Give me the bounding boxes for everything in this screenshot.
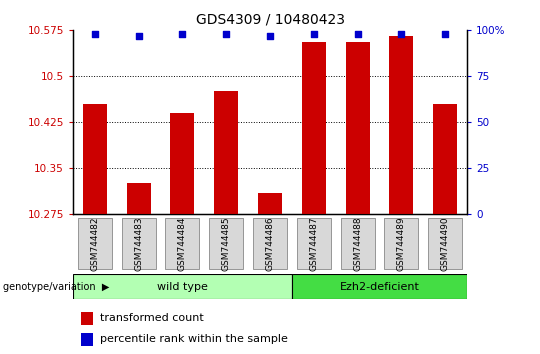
FancyBboxPatch shape [428, 218, 462, 269]
Bar [302, 42, 326, 214]
Text: GSM744483: GSM744483 [134, 216, 143, 271]
Text: genotype/variation  ▶: genotype/variation ▶ [3, 282, 109, 292]
Bar [346, 42, 370, 214]
Text: GSM744482: GSM744482 [90, 216, 99, 270]
Bar [170, 113, 194, 214]
Text: GSM744488: GSM744488 [353, 216, 362, 271]
Bar [433, 104, 457, 214]
Point [266, 33, 274, 39]
Text: wild type: wild type [157, 282, 208, 292]
Bar [389, 36, 414, 214]
Text: GSM744490: GSM744490 [441, 216, 450, 271]
Point [134, 33, 143, 39]
Text: percentile rank within the sample: percentile rank within the sample [100, 334, 288, 344]
Point [353, 31, 362, 36]
Point [441, 31, 449, 36]
Point [222, 31, 231, 36]
Bar [258, 193, 282, 214]
Text: GSM744487: GSM744487 [309, 216, 318, 271]
Point [178, 31, 187, 36]
FancyBboxPatch shape [165, 218, 199, 269]
Point [309, 31, 318, 36]
Bar [81, 312, 93, 325]
Text: transformed count: transformed count [100, 313, 204, 323]
Bar [81, 333, 93, 346]
FancyBboxPatch shape [296, 218, 331, 269]
Bar [126, 183, 151, 214]
Text: GSM744485: GSM744485 [222, 216, 231, 271]
Bar [292, 274, 467, 299]
FancyBboxPatch shape [253, 218, 287, 269]
FancyBboxPatch shape [122, 218, 156, 269]
Text: Ezh2-deficient: Ezh2-deficient [340, 282, 420, 292]
Bar [83, 104, 107, 214]
Point [91, 31, 99, 36]
Text: GSM744484: GSM744484 [178, 216, 187, 270]
Title: GDS4309 / 10480423: GDS4309 / 10480423 [195, 12, 345, 26]
Text: GSM744486: GSM744486 [266, 216, 274, 271]
FancyBboxPatch shape [78, 218, 112, 269]
Bar [214, 91, 238, 214]
FancyBboxPatch shape [209, 218, 244, 269]
FancyBboxPatch shape [384, 218, 418, 269]
FancyBboxPatch shape [341, 218, 375, 269]
Text: GSM744489: GSM744489 [397, 216, 406, 271]
Point [397, 31, 406, 36]
Bar [73, 274, 292, 299]
